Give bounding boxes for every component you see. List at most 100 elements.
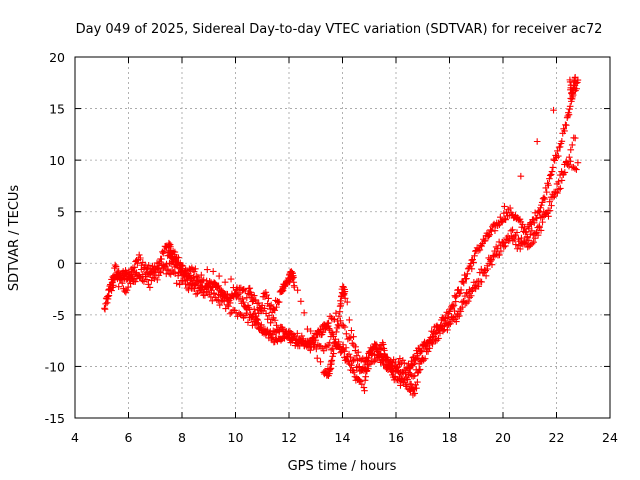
data-point — [458, 303, 466, 311]
data-point — [319, 322, 326, 330]
data-point — [450, 302, 458, 309]
data-point — [310, 334, 317, 341]
data-point — [182, 280, 189, 288]
data-point — [340, 322, 347, 329]
data-point — [135, 271, 142, 279]
data-point — [502, 216, 509, 224]
data-point — [224, 290, 231, 298]
data-point — [500, 243, 508, 251]
data-point — [308, 337, 316, 345]
data-point — [361, 387, 368, 395]
data-point — [387, 357, 395, 365]
data-point — [519, 239, 527, 246]
data-point — [284, 334, 292, 341]
y-tick-label: 15 — [49, 102, 65, 117]
data-point — [345, 350, 353, 358]
data-point — [368, 350, 376, 358]
data-point — [321, 342, 329, 350]
data-point — [418, 347, 426, 355]
data-point — [206, 277, 213, 285]
data-point — [555, 185, 563, 193]
data-point — [167, 243, 174, 251]
data-point — [457, 286, 465, 294]
data-point — [393, 363, 401, 371]
data-point — [378, 356, 386, 363]
data-point — [475, 283, 482, 290]
data-point — [413, 384, 420, 392]
data-point — [207, 279, 215, 286]
data-point — [268, 334, 276, 341]
data-point — [533, 138, 541, 145]
y-tick-label: -15 — [45, 411, 65, 426]
data-point — [457, 308, 465, 315]
data-point — [565, 162, 573, 170]
data-point — [354, 357, 361, 365]
data-point — [134, 260, 141, 267]
data-point — [129, 273, 136, 281]
data-point — [567, 146, 575, 154]
data-point — [247, 314, 255, 321]
data-point — [323, 323, 331, 331]
x-tick-label: 8 — [178, 430, 186, 445]
data-point — [248, 291, 255, 298]
data-point — [305, 338, 313, 346]
data-point — [571, 134, 579, 142]
x-tick-label: 20 — [495, 430, 511, 445]
data-point — [574, 159, 582, 167]
data-point — [246, 284, 254, 292]
data-point — [237, 310, 244, 318]
data-point — [417, 358, 425, 365]
data-point — [481, 237, 489, 244]
y-axis-label: SDTVAR / TECUs — [7, 185, 22, 292]
y-tick-label: 0 — [57, 256, 65, 271]
data-point — [478, 265, 485, 273]
data-point — [356, 377, 363, 384]
data-point — [223, 301, 231, 309]
data-point — [571, 165, 579, 172]
data-point — [240, 298, 247, 306]
data-point — [435, 326, 443, 334]
x-tick-label: 22 — [549, 430, 565, 445]
data-point — [135, 251, 143, 259]
data-point — [540, 194, 548, 201]
data-point — [384, 361, 392, 368]
data-point — [343, 330, 350, 338]
data-point — [424, 348, 432, 355]
data-point — [395, 358, 402, 366]
data-point — [538, 199, 546, 206]
data-point — [447, 320, 454, 328]
data-point — [243, 309, 250, 317]
data-point — [257, 305, 264, 313]
data-point — [250, 305, 258, 313]
data-point — [267, 301, 275, 309]
data-point — [226, 310, 234, 318]
data-point — [330, 350, 337, 357]
data-point — [348, 361, 355, 369]
data-point — [143, 269, 151, 276]
data-point — [503, 236, 511, 243]
data-point — [521, 224, 528, 232]
data-point — [468, 265, 476, 273]
data-point — [192, 272, 200, 280]
data-point — [527, 241, 534, 249]
data-point — [286, 335, 293, 342]
data-point — [307, 327, 314, 335]
data-point — [382, 354, 390, 361]
x-tick-label: 12 — [281, 430, 297, 445]
data-point — [123, 286, 131, 294]
data-point — [140, 264, 148, 271]
data-point — [296, 338, 304, 346]
data-point — [213, 282, 221, 290]
data-point — [549, 193, 557, 201]
data-point — [421, 342, 429, 349]
data-point — [419, 355, 427, 362]
data-point — [350, 368, 358, 376]
data-point — [398, 378, 406, 385]
data-point — [103, 299, 111, 307]
data-point — [220, 297, 228, 305]
data-point — [502, 242, 509, 250]
data-point — [493, 250, 500, 258]
data-point — [231, 290, 239, 298]
data-point — [415, 366, 423, 374]
data-point — [203, 266, 211, 273]
